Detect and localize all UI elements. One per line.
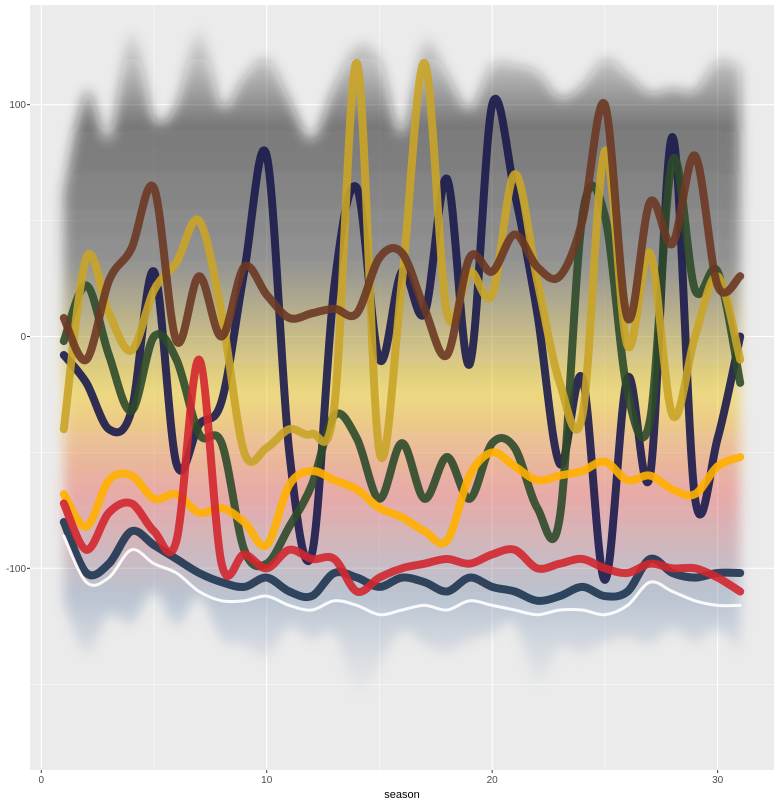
stream-marks [59,28,745,697]
stream-band-5 [59,518,745,605]
stream-band-2 [59,153,745,571]
stream-band-6 [62,534,742,617]
x-tick-label: 0 [38,775,44,786]
stream-band-4 [59,98,745,364]
x-tick-label: 20 [487,775,499,786]
y-tick-label: 0 [20,332,26,343]
x-axis-title: season [384,789,419,801]
x-tick-label: 10 [261,775,273,786]
y-tick-label: -100 [6,564,26,575]
stream-envelope [63,28,741,697]
axis-ticks: 0 10 20 30 100 0 -100 [6,100,724,786]
x-tick-label: 30 [712,775,724,786]
stream-band-7 [59,448,745,551]
y-tick-label: 100 [9,100,26,111]
stream-band-8 [59,355,745,596]
stream-band-3 [59,58,745,466]
